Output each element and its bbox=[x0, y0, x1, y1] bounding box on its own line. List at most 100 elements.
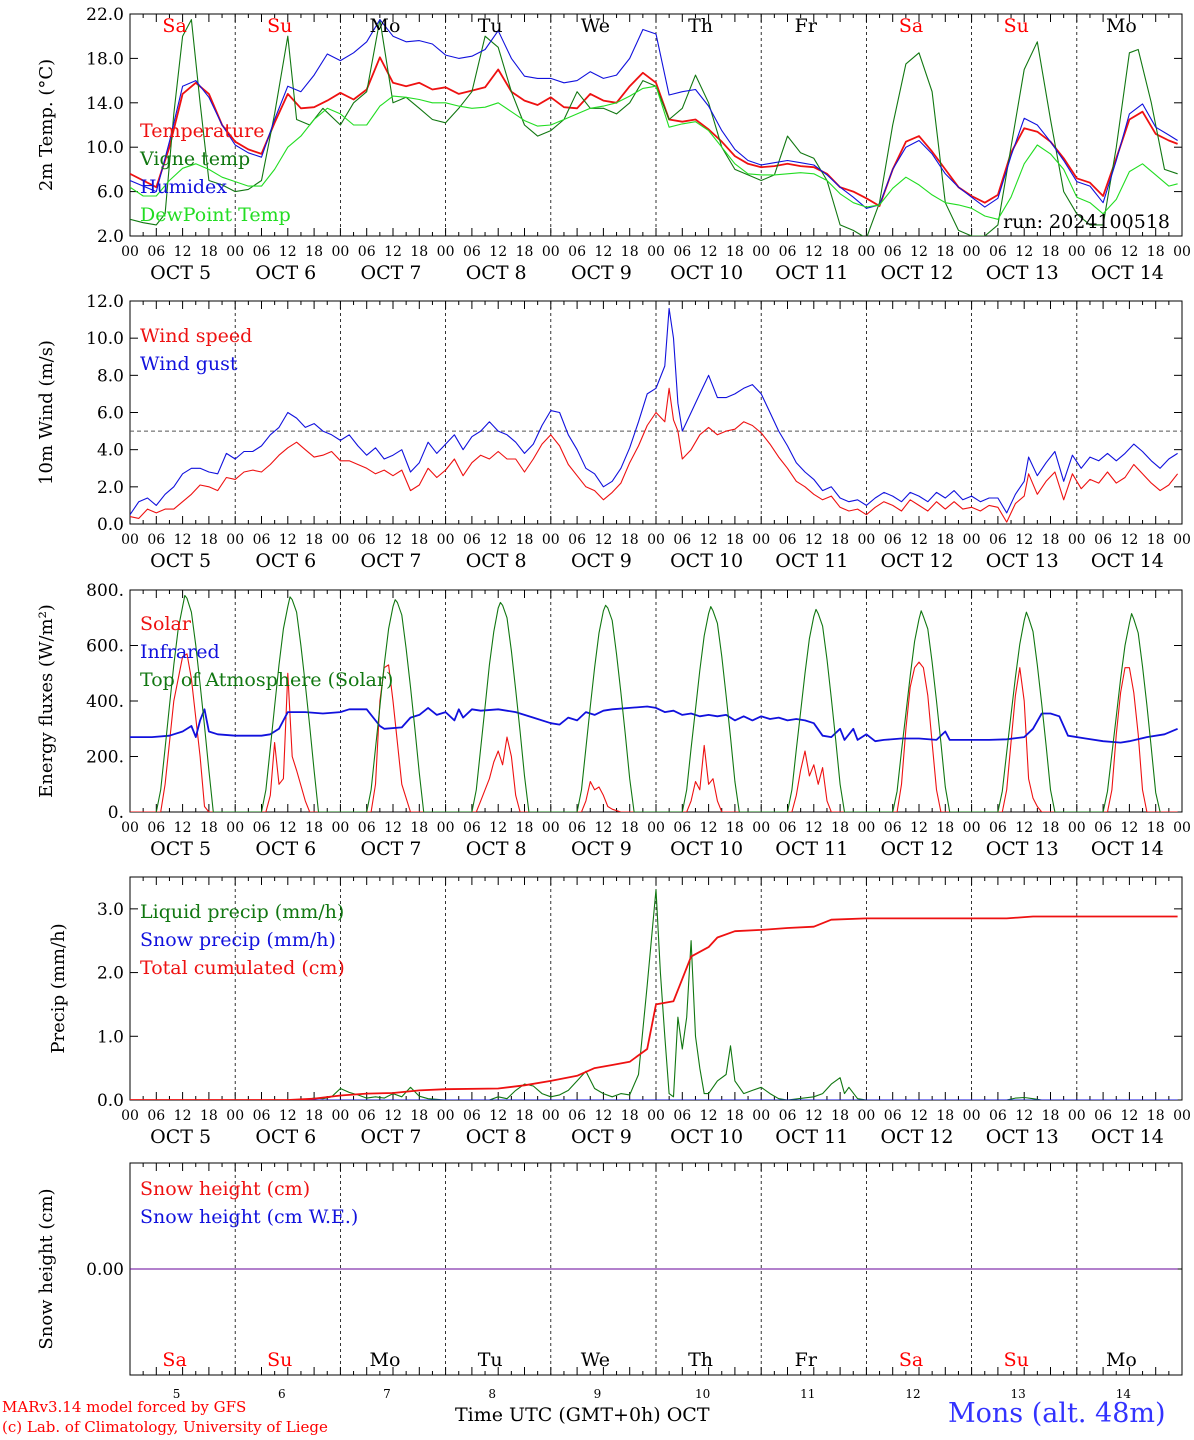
x-hour-label: 00 bbox=[752, 244, 770, 260]
series-line-lightgreen bbox=[130, 85, 1178, 220]
day-abbr-label: Sa bbox=[899, 15, 923, 37]
y-tick-label: 6.0 bbox=[97, 404, 124, 424]
x-hour-label: 00 bbox=[857, 244, 875, 260]
x-hour-label: 06 bbox=[779, 820, 797, 836]
x-hour-label: 12 bbox=[384, 532, 402, 548]
y-tick-label: 6.0 bbox=[97, 183, 124, 203]
x-date-label: OCT 11 bbox=[775, 1126, 848, 1148]
x-hour-label: 00 bbox=[331, 244, 349, 260]
x-hour-label: 18 bbox=[726, 820, 744, 836]
time-axis-label: Time UTC (GMT+0h) OCT bbox=[455, 1404, 710, 1426]
x-hour-label: 06 bbox=[147, 532, 165, 548]
y-tick-label: 600. bbox=[86, 637, 124, 657]
x-hour-label: 00 bbox=[437, 244, 455, 260]
x-hour-label: 18 bbox=[936, 244, 954, 260]
x-hour-label: 18 bbox=[831, 244, 849, 260]
x-hour-label: 00 bbox=[1173, 1108, 1191, 1124]
x-date-label: OCT 11 bbox=[775, 838, 848, 860]
x-hour-label: 06 bbox=[884, 532, 902, 548]
y-axis-label: Precip (mm/h) bbox=[48, 923, 69, 1053]
x-hour-label: 06 bbox=[779, 244, 797, 260]
x-hour-label: 12 bbox=[700, 532, 718, 548]
day-abbr-label: Fr bbox=[795, 15, 818, 37]
x-date-label: OCT 6 bbox=[255, 550, 316, 572]
day-abbr-label: Su bbox=[267, 1349, 292, 1371]
x-hour-label: 06 bbox=[779, 1108, 797, 1124]
chart-panel-1: 2.0 6.0 10.0 14.0 18.0 22.0 2m Temp. (°C) Tempe… bbox=[36, 5, 1191, 284]
x-hour-label: 00 bbox=[437, 1108, 455, 1124]
x-hour-label: 06 bbox=[463, 532, 481, 548]
y-tick-label: 0.0 bbox=[97, 1091, 124, 1111]
x-hour-label: 06 bbox=[1094, 820, 1112, 836]
series-line-green bbox=[130, 889, 1178, 1100]
x-hour-label: 12 bbox=[174, 244, 192, 260]
x-hour-label: 06 bbox=[358, 1108, 376, 1124]
x-date-label: OCT 13 bbox=[986, 550, 1059, 572]
legend-entry: Snow height (cm) bbox=[140, 1178, 310, 1200]
x-hour-label: 00 bbox=[121, 532, 139, 548]
x-hour-label: 12 bbox=[279, 820, 297, 836]
x-hour-label: 00 bbox=[226, 1108, 244, 1124]
x-day-number: 14 bbox=[1116, 1387, 1132, 1401]
x-hour-label: 06 bbox=[253, 820, 271, 836]
x-date-label: OCT 13 bbox=[986, 838, 1059, 860]
x-hour-label: 06 bbox=[884, 1108, 902, 1124]
day-abbr-label: Tu bbox=[478, 15, 503, 37]
x-date-label: OCT 12 bbox=[880, 550, 953, 572]
x-date-label: OCT 11 bbox=[775, 262, 848, 284]
y-tick-label: 2.0 bbox=[97, 227, 124, 247]
x-hour-label: 00 bbox=[542, 532, 560, 548]
x-date-label: OCT 7 bbox=[361, 550, 422, 572]
run-annotation: run: 2024100518 bbox=[1003, 211, 1170, 233]
series-line-blue bbox=[130, 705, 1178, 744]
x-hour-label: 00 bbox=[752, 532, 770, 548]
chart-panel-5: 0.00 Snow height (cm) Snow height (cm) Snow… bbox=[36, 1162, 1183, 1401]
y-tick-label: 14.0 bbox=[86, 94, 124, 114]
legend-entry: Snow height (cm W.E.) bbox=[140, 1206, 358, 1228]
x-hour-label: 06 bbox=[253, 532, 271, 548]
x-hour-label: 12 bbox=[910, 1108, 928, 1124]
x-hour-label: 18 bbox=[516, 244, 534, 260]
x-hour-label: 00 bbox=[121, 244, 139, 260]
y-tick-label: 10.0 bbox=[86, 329, 124, 349]
x-hour-label: 18 bbox=[305, 1108, 323, 1124]
chart-panel-4: 0.0 1.0 2.0 3.0 Precip (mm/h) Liquid precip (… bbox=[48, 876, 1191, 1148]
y-tick-label: 3.0 bbox=[97, 900, 124, 920]
x-date-label: OCT 14 bbox=[1091, 1126, 1164, 1148]
chart-panel-2: 0.0 2.0 4.0 6.0 8.0 10.0 12.0 10m Wind (m/s) Win… bbox=[36, 292, 1191, 572]
x-hour-label: 06 bbox=[147, 1108, 165, 1124]
legend-entry: Vigne temp bbox=[139, 148, 250, 170]
x-hour-label: 06 bbox=[358, 532, 376, 548]
x-hour-label: 12 bbox=[594, 244, 612, 260]
x-day-number: 13 bbox=[1011, 1387, 1026, 1401]
x-hour-label: 06 bbox=[989, 532, 1007, 548]
x-hour-label: 00 bbox=[857, 532, 875, 548]
x-hour-label: 00 bbox=[963, 820, 981, 836]
x-day-number: 11 bbox=[800, 1387, 815, 1401]
x-hour-label: 18 bbox=[831, 532, 849, 548]
x-hour-label: 06 bbox=[147, 244, 165, 260]
x-date-label: OCT 5 bbox=[150, 838, 211, 860]
x-hour-label: 00 bbox=[542, 820, 560, 836]
x-hour-label: 18 bbox=[305, 244, 323, 260]
x-hour-label: 18 bbox=[410, 244, 428, 260]
x-hour-label: 06 bbox=[989, 244, 1007, 260]
x-hour-label: 06 bbox=[673, 244, 691, 260]
x-hour-label: 12 bbox=[174, 532, 192, 548]
x-hour-label: 18 bbox=[305, 532, 323, 548]
x-hour-label: 18 bbox=[200, 244, 218, 260]
x-hour-label: 06 bbox=[989, 820, 1007, 836]
x-date-label: OCT 14 bbox=[1091, 550, 1164, 572]
x-hour-label: 12 bbox=[805, 820, 823, 836]
x-hour-label: 18 bbox=[726, 1108, 744, 1124]
legend-entry: Solar bbox=[140, 613, 192, 635]
day-abbr-label: Th bbox=[688, 1349, 713, 1371]
x-hour-label: 12 bbox=[489, 1108, 507, 1124]
y-tick-label: 18.0 bbox=[86, 49, 124, 69]
x-hour-label: 00 bbox=[1173, 820, 1191, 836]
series-line-red bbox=[130, 387, 1179, 523]
x-hour-label: 00 bbox=[857, 820, 875, 836]
x-hour-label: 18 bbox=[621, 820, 639, 836]
x-hour-label: 06 bbox=[884, 820, 902, 836]
